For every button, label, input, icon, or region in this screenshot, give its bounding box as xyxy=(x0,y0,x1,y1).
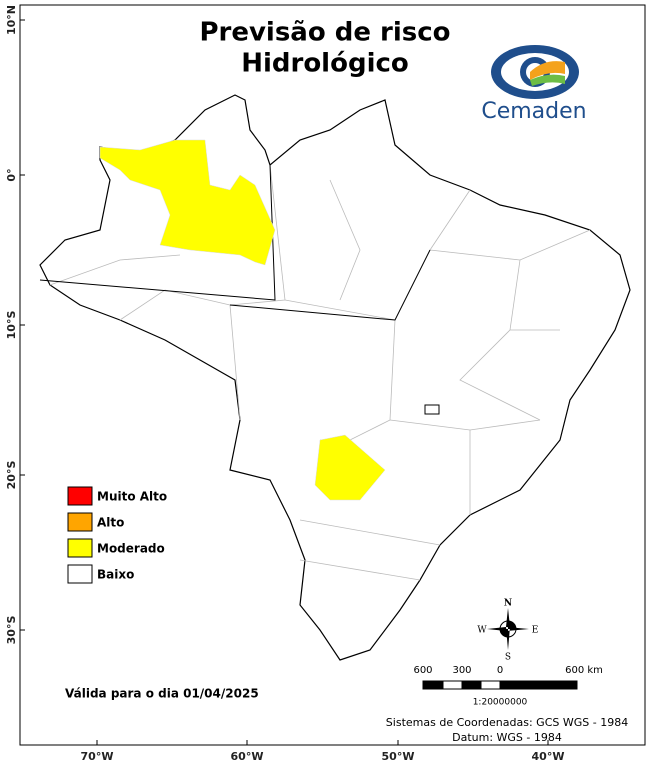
compass-label: W xyxy=(477,626,487,636)
legend: Muito Alto Alto Moderado Baixo xyxy=(67,486,167,584)
logo-icon xyxy=(491,45,579,99)
legend-label: Baixo xyxy=(97,568,134,582)
legend-label: Alto xyxy=(97,516,124,530)
logo-text: Cemaden xyxy=(481,99,586,124)
legend-label: Muito Alto xyxy=(97,490,167,504)
compass-label: N xyxy=(504,599,512,609)
title: Hidrológico xyxy=(241,49,409,79)
footer: Sistemas de Coordenadas: GCS WGS - 1984 xyxy=(386,716,628,729)
longitude-label: 70°W xyxy=(81,750,114,763)
title: Previsão de risco xyxy=(199,18,450,48)
moderate-region xyxy=(314,434,386,501)
state-boundaries xyxy=(39,164,440,415)
scale-ratio: 1:20000000 xyxy=(473,698,528,708)
compass-label: S xyxy=(505,653,511,663)
longitude-label: 40°W xyxy=(532,750,565,763)
latitude-label: 30°S xyxy=(5,616,18,645)
legend-swatch xyxy=(67,486,93,506)
compass xyxy=(487,608,529,650)
coordinate-labels: 10°N 0° 10°S 20°S 30°S 70°W 60°W 50°W 40°W xyxy=(5,5,564,763)
validity: Válida para o dia 01/04/2025 xyxy=(65,687,259,701)
legend-swatch xyxy=(67,512,93,532)
compass-label: E xyxy=(532,626,539,636)
legend-swatch xyxy=(67,538,93,558)
footer: Datum: WGS - 1984 xyxy=(452,731,562,744)
legend-label: Moderado xyxy=(97,542,165,556)
scale-label: 300 xyxy=(452,665,471,676)
legend-swatch xyxy=(67,564,93,584)
scale-label: 600 km xyxy=(565,665,603,676)
latitude-label: 0° xyxy=(5,168,18,181)
latitude-label: 10°N xyxy=(5,5,18,35)
scale-bar xyxy=(422,680,578,690)
moderate-region xyxy=(99,139,276,266)
longitude-label: 60°W xyxy=(231,750,264,763)
longitude-label: 50°W xyxy=(382,750,415,763)
scale-label: 600 xyxy=(413,665,432,676)
municipal-boundaries xyxy=(49,164,591,581)
scale-label: 0 xyxy=(497,665,503,676)
latitude-label: 20°S xyxy=(5,461,18,490)
latitude-label: 10°S xyxy=(5,311,18,340)
